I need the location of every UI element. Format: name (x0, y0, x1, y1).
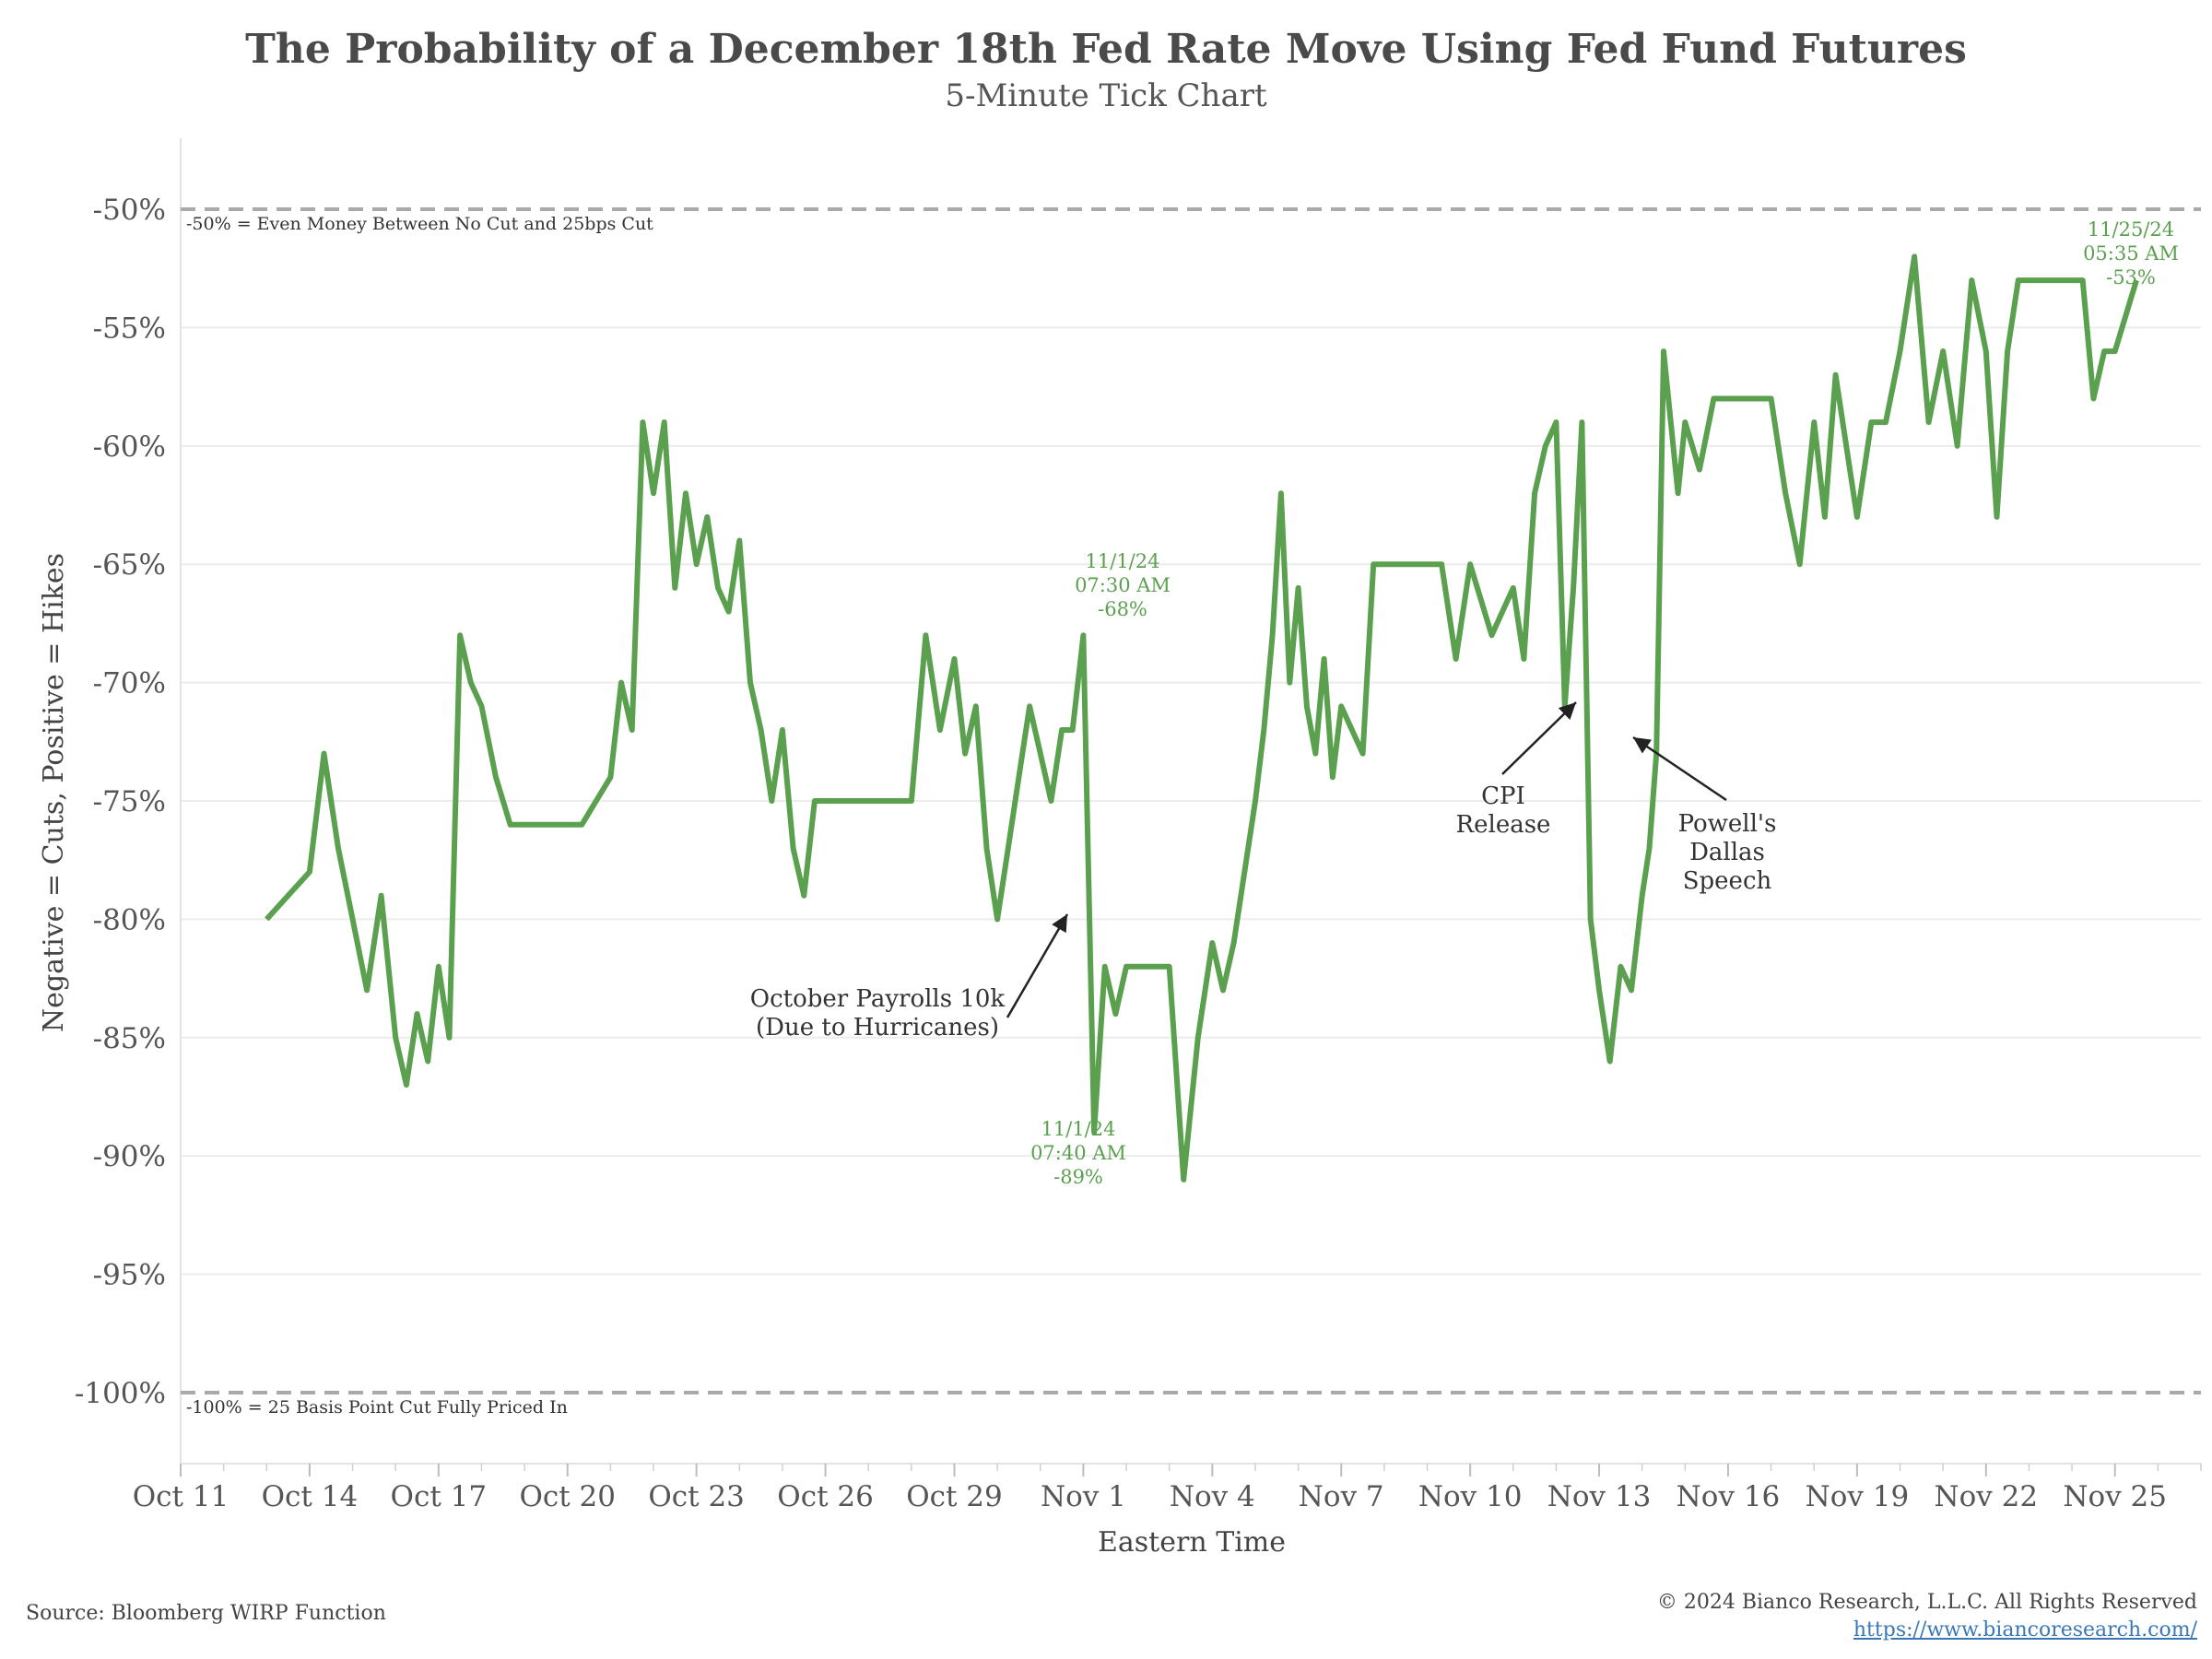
x-tick-label: Oct 11 (133, 1480, 229, 1513)
y-tick-label: -90% (93, 1140, 166, 1173)
annotation-arrow-line (1632, 735, 1727, 802)
x-tick-label: Nov 4 (1170, 1480, 1255, 1513)
annotation-text: 11/1/24 (1041, 1118, 1116, 1140)
annotation-arrow-head (1633, 737, 1652, 754)
annotation-arrow-head (1558, 702, 1576, 720)
annotation-text: 11/25/24 (2088, 218, 2174, 241)
annotation-text: Speech (1683, 867, 1772, 895)
reference-line-label: -100% = 25 Basis Point Cut Fully Priced … (186, 1397, 568, 1418)
y-tick-label: -80% (93, 903, 166, 936)
annotation-text: Release (1456, 811, 1551, 839)
annotation-text: 07:40 AM (1030, 1142, 1126, 1164)
annotation-text: 07:30 AM (1075, 574, 1171, 596)
footer-credits: © 2024 Bianco Research, L.L.C. All Right… (1657, 1589, 2197, 1644)
y-tick-label: -60% (93, 430, 166, 464)
website-link[interactable]: https://www.biancoresearch.com/ (1853, 1618, 2197, 1641)
annotation-arrow-line (1501, 701, 1577, 775)
annotation-text: Powell's (1678, 810, 1777, 838)
data-series-line (265, 253, 2139, 1182)
annotation-text: 05:35 AM (2083, 242, 2179, 265)
x-tick-label: Nov 13 (1547, 1480, 1652, 1513)
x-tick-label: Oct 29 (906, 1480, 1003, 1513)
annotation-text: (Due to Hurricanes) (756, 1014, 999, 1041)
annotation-text: October Payrolls 10k (750, 985, 1006, 1013)
y-tick-label: -95% (93, 1259, 166, 1292)
grid-layer (181, 326, 2201, 1276)
x-tick-label: Oct 20 (519, 1480, 616, 1513)
x-axis-label: Eastern Time (1098, 1526, 1286, 1559)
y-tick-label: -65% (93, 548, 166, 582)
y-tick-label: -50% (93, 194, 166, 227)
annotation-text: -53% (2106, 266, 2156, 288)
x-tick-label: Oct 26 (777, 1480, 874, 1513)
annotation-arrow-line (1006, 913, 1069, 1018)
chart-subtitle: 5-Minute Tick Chart (945, 77, 1267, 114)
y-tick-label: -75% (93, 785, 166, 818)
reference-line-label: -50% = Even Money Between No Cut and 25b… (186, 214, 653, 234)
chart-title: The Probability of a December 18th Fed R… (245, 26, 1967, 73)
y-axis-label: Negative = Cuts, Positive = Hikes (38, 553, 70, 1032)
annotation-arrow-head (1052, 914, 1067, 934)
x-tick-label: Nov 10 (1418, 1480, 1523, 1513)
x-tick-label: Oct 14 (262, 1480, 359, 1513)
annotation-text: -89% (1053, 1166, 1103, 1188)
source-note: Source: Bloomberg WIRP Function (26, 1602, 386, 1625)
x-tick-label: Nov 16 (1677, 1480, 1781, 1513)
copyright-text: © 2024 Bianco Research, L.L.C. All Right… (1656, 1591, 2197, 1614)
annotation-text: 11/1/24 (1086, 550, 1160, 572)
series-layer (265, 253, 2139, 1182)
y-tick-label: -55% (93, 312, 166, 345)
annotation-text: CPI (1481, 782, 1525, 810)
reference-lines: -50% = Even Money Between No Cut and 25b… (181, 207, 2201, 1418)
x-tick-label: Nov 25 (2063, 1480, 2167, 1513)
x-tick-label: Nov 7 (1299, 1480, 1384, 1513)
x-tick-label: Nov 22 (1935, 1480, 2039, 1513)
x-tick-label: Nov 19 (1806, 1480, 1910, 1513)
axis-layer: -50% -55% -60% -65% -70% -75% -80% -85% -90% -95%… (75, 138, 2202, 1513)
y-tick-label: -85% (93, 1022, 166, 1055)
annotation-text: -68% (1098, 598, 1147, 620)
annotation-text: Dallas (1689, 839, 1765, 866)
x-tick-label: Oct 23 (648, 1480, 745, 1513)
x-tick-label: Oct 17 (391, 1480, 488, 1513)
y-tick-label: -70% (93, 667, 166, 700)
y-tick-label: -100% (75, 1377, 166, 1410)
x-tick-label: Nov 1 (1041, 1480, 1126, 1513)
